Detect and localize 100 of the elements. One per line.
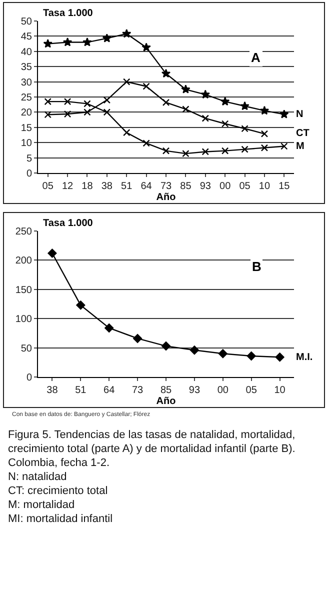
x-tick-label: 38 <box>101 181 113 192</box>
x-tick-label: 00 <box>220 181 232 192</box>
point <box>103 96 111 104</box>
point <box>84 108 91 116</box>
point <box>246 351 256 360</box>
point <box>142 82 150 90</box>
y-tick-label: 20 <box>20 108 32 119</box>
x-tick-label: 85 <box>180 181 192 192</box>
point <box>64 98 72 106</box>
point <box>162 147 170 154</box>
point <box>280 110 289 118</box>
point <box>162 342 170 351</box>
y-tick-label: 0 <box>26 372 32 384</box>
x-tick-label: 18 <box>82 181 94 192</box>
y-tick-label: 5 <box>26 153 32 164</box>
point <box>84 100 91 108</box>
point <box>220 96 230 106</box>
y-tick-label: 15 <box>20 122 32 134</box>
annotation: A <box>251 50 261 65</box>
point <box>104 323 114 332</box>
point <box>182 150 190 158</box>
y-tick-label: 0 <box>26 168 32 180</box>
point <box>221 120 229 128</box>
y-tick-label: 35 <box>20 62 32 74</box>
point <box>48 248 57 258</box>
text: CT: crecimiento total <box>8 484 109 498</box>
y-tick-label: 50 <box>20 343 32 354</box>
x-tick-label: 10 <box>274 385 286 396</box>
point <box>76 300 86 310</box>
x-tick-label: 93 <box>188 385 200 396</box>
y-tick-label: 200 <box>15 256 32 267</box>
point <box>240 101 250 110</box>
x-tick-label: 05 <box>42 181 54 192</box>
point <box>161 68 171 78</box>
point <box>221 147 229 154</box>
y-axis-title: Tasa 1.000 <box>43 218 94 229</box>
point <box>218 349 228 358</box>
text: M: mortalidad <box>8 498 76 512</box>
point <box>182 106 190 113</box>
point <box>133 334 142 343</box>
y-tick-label: 25 <box>20 92 32 104</box>
y-tick-label: 40 <box>20 46 32 58</box>
x-tick-label: 00 <box>217 385 229 396</box>
point <box>44 111 52 118</box>
point <box>260 106 270 115</box>
text: Figura 5. Tendencias de las tasas de natalidad, mortalidad, crecimiento total (parte A) y de mortalidad infantil (parte B). Colombia, fecha 1-2. <box>8 428 296 470</box>
point <box>123 78 130 86</box>
x-tick-label: 05 <box>239 181 251 192</box>
point <box>43 39 52 48</box>
x-tick-label: 93 <box>200 181 212 192</box>
point <box>162 98 170 106</box>
point <box>260 130 268 138</box>
point <box>280 142 288 150</box>
text: MI: mortalidad infantil <box>8 512 114 526</box>
point <box>200 90 210 99</box>
x-tick-label: 64 <box>140 181 152 192</box>
text: N: natalidad <box>8 470 68 484</box>
point <box>142 42 151 52</box>
x-tick-label: 15 <box>278 181 290 192</box>
series-label: N <box>296 109 304 120</box>
annotation: B <box>252 259 262 274</box>
x-tick-label: 05 <box>246 385 258 396</box>
point <box>122 28 132 38</box>
point <box>44 98 52 106</box>
point <box>64 110 72 118</box>
series-label: M.I. <box>296 352 313 363</box>
x-axis-title: Año <box>156 396 176 407</box>
point <box>202 114 209 122</box>
point <box>142 140 150 147</box>
x-tick-label: 51 <box>75 385 87 396</box>
point <box>103 108 111 116</box>
point <box>241 125 248 132</box>
y-axis-title: Tasa 1.000 <box>43 8 94 19</box>
y-tick-label: 250 <box>15 226 32 238</box>
point <box>241 146 248 153</box>
point <box>123 128 130 136</box>
x-tick-label: 38 <box>46 385 58 396</box>
point <box>82 37 92 46</box>
x-tick-label: 73 <box>160 181 172 192</box>
point <box>275 352 284 362</box>
point <box>102 34 112 42</box>
y-tick-label: 100 <box>15 314 32 326</box>
y-tick-label: 30 <box>20 77 32 88</box>
x-tick-label: 12 <box>62 181 74 192</box>
x-tick-label: 51 <box>121 181 133 192</box>
series-label: M <box>296 141 304 152</box>
point <box>181 84 190 94</box>
y-tick-label: 10 <box>20 138 32 150</box>
y-tick-label: 45 <box>20 32 32 43</box>
point <box>202 148 209 156</box>
point <box>62 37 72 46</box>
text: CT <box>296 128 310 139</box>
x-tick-label: 10 <box>258 181 270 192</box>
x-tick-label: 64 <box>104 385 116 396</box>
point <box>260 144 268 152</box>
x-tick-label: 73 <box>132 385 144 396</box>
x-tick-label: 85 <box>160 385 172 396</box>
y-tick-label: 150 <box>15 284 32 296</box>
point <box>190 346 199 355</box>
y-tick-label: 50 <box>20 16 32 28</box>
